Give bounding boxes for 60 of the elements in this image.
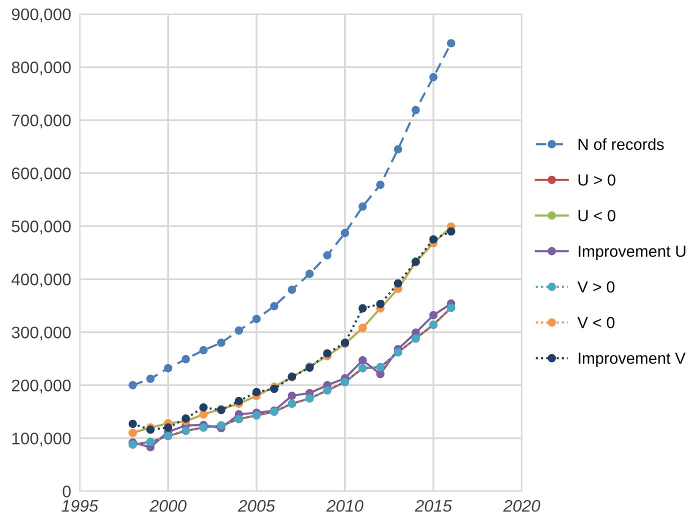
y-tick-label: 300,000 xyxy=(12,326,71,340)
y-tick-label: 0 xyxy=(62,486,71,498)
y-tick-label: 800,000 xyxy=(12,62,71,76)
point xyxy=(305,270,314,278)
point xyxy=(288,286,296,294)
point xyxy=(128,381,137,390)
point xyxy=(252,314,261,324)
x-tick-label: 2000 xyxy=(149,500,187,512)
point xyxy=(358,304,367,312)
y-tick-label: 700,000 xyxy=(12,114,71,128)
point xyxy=(429,235,438,244)
point xyxy=(446,39,456,48)
point xyxy=(376,370,385,378)
point xyxy=(358,356,367,364)
legend-label: U < 0 xyxy=(578,210,616,222)
point xyxy=(164,364,172,372)
legend-label: U > 0 xyxy=(578,174,616,186)
point xyxy=(376,180,385,189)
y-tick-label: 600,000 xyxy=(12,168,71,182)
point xyxy=(394,145,402,154)
point xyxy=(429,311,438,320)
y-tick-label: 200,000 xyxy=(12,380,71,394)
point xyxy=(429,73,438,82)
point xyxy=(164,423,172,432)
x-tick-label: 2020 xyxy=(503,500,540,512)
point xyxy=(376,300,385,308)
point xyxy=(270,384,278,394)
point xyxy=(323,251,332,260)
point xyxy=(340,228,350,238)
legend-label: V < 0 xyxy=(577,316,614,328)
point xyxy=(323,349,332,358)
point xyxy=(288,392,296,400)
point xyxy=(412,106,420,114)
point xyxy=(358,202,367,211)
y-tick-label: 900,000 xyxy=(12,8,71,22)
point xyxy=(146,374,155,383)
point xyxy=(446,227,456,236)
point xyxy=(252,388,261,396)
point xyxy=(234,396,244,406)
y-tick-label: 500,000 xyxy=(12,220,71,234)
legend-label: N of records xyxy=(578,138,664,150)
point xyxy=(182,414,190,423)
y-tick-label: 100,000 xyxy=(12,432,71,446)
y-tick-label: 400,000 xyxy=(12,274,71,288)
x-tick-label: 2015 xyxy=(414,500,452,512)
point xyxy=(217,338,226,347)
point xyxy=(199,403,208,412)
point xyxy=(128,420,137,428)
x-tick-label: 1995 xyxy=(62,500,98,512)
point xyxy=(394,279,402,288)
legend-label: Improvement U xyxy=(578,246,686,260)
point xyxy=(234,326,244,335)
point xyxy=(182,355,190,364)
point xyxy=(199,346,208,354)
x-tick-label: 2005 xyxy=(238,500,276,512)
x-tick-label: 2010 xyxy=(326,500,364,512)
point xyxy=(146,426,155,434)
legend-label: Improvement V xyxy=(578,352,686,368)
point xyxy=(270,302,278,310)
legend-label: V > 0 xyxy=(577,281,614,293)
